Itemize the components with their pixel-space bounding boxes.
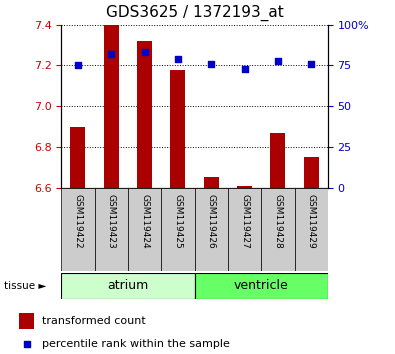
Point — [275, 58, 281, 63]
Bar — [304, 157, 319, 188]
Bar — [70, 127, 85, 188]
Text: tissue ►: tissue ► — [4, 281, 46, 291]
Text: GSM119428: GSM119428 — [273, 194, 282, 249]
Bar — [94, 188, 128, 271]
Bar — [61, 188, 94, 271]
Point — [208, 61, 214, 67]
Bar — [104, 25, 119, 188]
Text: atrium: atrium — [107, 279, 149, 292]
Point — [141, 50, 148, 55]
Text: GSM119426: GSM119426 — [207, 194, 216, 249]
Bar — [194, 273, 328, 299]
Text: GSM119424: GSM119424 — [140, 194, 149, 249]
Text: transformed count: transformed count — [41, 316, 145, 326]
Bar — [204, 177, 219, 188]
Point — [108, 51, 115, 57]
Bar — [137, 41, 152, 188]
Bar — [295, 188, 328, 271]
Bar — [19, 313, 34, 329]
Point — [308, 61, 314, 67]
Text: GSM119429: GSM119429 — [307, 194, 316, 249]
Bar — [270, 133, 285, 188]
Bar — [128, 188, 161, 271]
Text: ventricle: ventricle — [234, 279, 289, 292]
Bar — [61, 273, 194, 299]
Text: GSM119422: GSM119422 — [73, 194, 83, 249]
Text: GSM119427: GSM119427 — [240, 194, 249, 249]
Bar — [170, 70, 185, 188]
Point — [24, 341, 30, 347]
Point — [75, 63, 81, 68]
Text: percentile rank within the sample: percentile rank within the sample — [41, 339, 229, 349]
Bar — [194, 188, 228, 271]
Bar — [228, 188, 261, 271]
Text: GDS3625 / 1372193_at: GDS3625 / 1372193_at — [106, 5, 284, 21]
Point — [241, 66, 248, 72]
Point — [175, 56, 181, 62]
Bar — [261, 188, 295, 271]
Bar — [161, 188, 194, 271]
Text: GSM119423: GSM119423 — [107, 194, 116, 249]
Text: GSM119425: GSM119425 — [173, 194, 182, 249]
Bar — [237, 185, 252, 188]
